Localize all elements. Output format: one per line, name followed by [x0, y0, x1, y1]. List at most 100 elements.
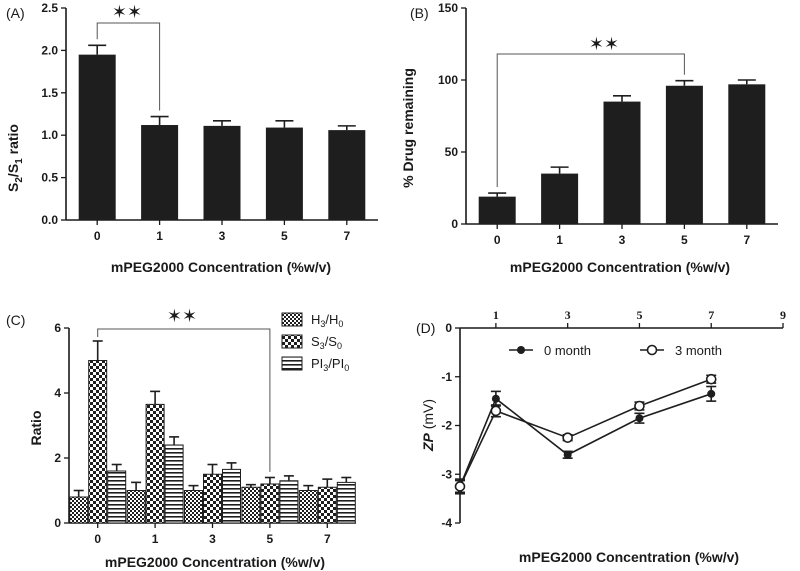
panel-a-plot: 0.0 0.5 1.0 1.5 2.0 2.5 0 1 3 5 7 [41, 1, 378, 243]
legend-label-h3-h0: H3/H0 [311, 312, 343, 329]
panel-c-significance-bracket [97, 328, 271, 472]
panel-d-y-tick-label: -4 [441, 516, 452, 530]
panel-d-3-month-point [454, 481, 466, 492]
panel-c-x-tick-label-7: 7 [324, 532, 331, 546]
panel-b-y-tick-label: 150 [438, 1, 458, 15]
panel-c-significance: ✶✶ [167, 306, 197, 326]
panel-c-legend: H3/H0 S3/S0 PI3/PI0 [281, 312, 349, 373]
panel-d-y-tick-label: -3 [441, 467, 452, 481]
panel-a-x-axis-title: mPEG2000 Concentration (%w/v) [111, 259, 331, 275]
panel-b-x-tick-label-5: 5 [681, 233, 688, 247]
panel-a-x-tick-label-0: 0 [94, 229, 101, 243]
panel-c-bar-s3-s0-5 [260, 483, 280, 524]
panel-c-bar-s3-s0-0 [88, 360, 108, 524]
panel-c-bar-h3-h0-3 [184, 490, 203, 524]
panel-b-y-tick-label: 0 [451, 217, 458, 231]
panel-c-x-tick-label-1: 1 [152, 532, 159, 546]
panel-c-bar-h3-h0-5 [241, 486, 261, 524]
panel-b-x-tick-label-1: 1 [556, 233, 563, 247]
panel-d-y-tick-label: 0 [445, 321, 452, 335]
panel-a-x-tick-label-7: 7 [343, 229, 350, 243]
panel-c: (C) 0 2 4 6 0 1 3 5 7 Ratio mPEG2000 Concentrati… [6, 306, 356, 570]
panel-b-bar-1 [541, 173, 579, 224]
panel-d-x-tick-label-5: 5 [636, 308, 642, 322]
panel-d-3-month-point [634, 400, 645, 412]
panel-a-y-tick-label: 1.0 [41, 128, 58, 142]
panel-c-bar-pi3-pi0-7 [336, 481, 356, 524]
panel-b-y-tick-label: 50 [445, 145, 459, 159]
panel-d-x-tick-label-1: 1 [493, 308, 499, 322]
panel-d-label: (D) [416, 320, 435, 336]
panel-c-bar-h3-h0-0 [69, 496, 89, 524]
panel-d-plot: 0 -1 -2 -3 -4 1 3 5 7 9 [441, 308, 786, 530]
panel-c-x-tick-label-3: 3 [209, 532, 216, 546]
panel-d: (D) 0 -1 -2 -3 -4 1 3 5 7 9 ZP (mV) mPEG2000 Conc… [416, 308, 786, 565]
panel-a-bar-3 [203, 125, 241, 220]
panel-d-0-month-point [635, 414, 644, 423]
panel-d-y-tick-label: -1 [441, 370, 452, 384]
panel-c-bar-s3-s0-3 [203, 473, 222, 524]
panel-a-bar-7 [328, 130, 366, 220]
panel-a: (A) 0.00.51.01.52.02.50 1 3 5 7 S2/S1 ratio … [5, 1, 378, 275]
panel-d-0-month-point [491, 394, 500, 403]
panel-c-x-tick-label-0: 0 [94, 532, 101, 546]
legend-label-0-month: 0 month [544, 343, 591, 358]
panel-c-y-tick-label: 4 [54, 386, 61, 400]
panel-d-y-axis-title: ZP (mV) [420, 399, 436, 452]
panel-b-y-axis-title: % Drug remaining [400, 68, 416, 188]
panel-b-bar-0 [478, 196, 516, 224]
panel-d-3-month-point [490, 405, 502, 417]
panel-b-label: (B) [410, 5, 429, 21]
panel-b-significance-bracket [496, 53, 685, 188]
panel-c-y-tick-label: 2 [54, 451, 61, 465]
panel-b-x-axis-title: mPEG2000 Concentration (%w/v) [510, 259, 730, 275]
panel-b: (B) 0 50 100 150 0 1 3 5 7 % Drug remaining mPEG… [400, 1, 778, 275]
legend-swatch-pi3-pi0 [281, 356, 303, 371]
panel-a-y-tick-label: 0.0 [41, 213, 58, 227]
panel-b-bar-3 [603, 101, 641, 224]
legend-swatch-s3-s0 [281, 334, 303, 349]
panel-d-x-tick-label-3: 3 [565, 308, 571, 322]
panel-a-x-tick-label-3: 3 [219, 229, 226, 243]
panel-c-x-tick-label-5: 5 [267, 532, 274, 546]
panel-a-significance: ✶✶ [112, 2, 142, 22]
panel-c-bar-s3-s0-1 [145, 403, 165, 524]
panel-d-x-axis-title: mPEG2000 Concentration (%w/v) [519, 549, 739, 565]
panel-d-x-tick-label-9: 9 [780, 308, 786, 322]
panel-c-y-tick-label: 6 [54, 321, 61, 335]
panel-a-x-tick-label-5: 5 [281, 229, 288, 243]
panel-a-y-tick-label: 2.5 [41, 1, 58, 15]
panel-c-bar-pi3-pi0-5 [279, 480, 299, 524]
legend-marker-3-month [646, 344, 658, 356]
panel-c-x-axis-title: mPEG2000 Concentration (%w/v) [105, 554, 325, 570]
panel-a-significance-bracket [96, 22, 161, 111]
panel-a-bar-1 [141, 125, 179, 220]
panel-c-bar-pi3-pi0-3 [222, 468, 241, 524]
panel-d-0-month-point [563, 450, 572, 459]
legend-swatch-h3-h0 [281, 312, 303, 327]
panel-b-plot: 0 50 100 150 0 1 3 5 7 [438, 1, 778, 247]
panel-b-bar-7 [728, 84, 766, 224]
panel-b-x-tick-label-0: 0 [494, 233, 501, 247]
panel-a-x-tick-label-1: 1 [156, 229, 163, 243]
panel-c-y-tick-label: 0 [54, 516, 61, 530]
panel-a-bar-5 [265, 127, 303, 220]
panel-c-label: (C) [6, 312, 25, 328]
panel-c-bar-h3-h0-1 [126, 490, 146, 524]
panel-a-label: (A) [6, 5, 25, 21]
panel-a-y-tick-label: 0.5 [41, 171, 58, 185]
panel-c-bar-pi3-pi0-0 [107, 470, 127, 524]
panel-c-bar-h3-h0-7 [298, 490, 318, 524]
panel-d-0-month-point [707, 389, 716, 398]
panel-b-significance: ✶✶ [589, 34, 619, 54]
panel-c-bar-s3-s0-7 [317, 486, 337, 524]
legend-label-3-month: 3 month [675, 343, 722, 358]
panel-b-bar-5 [665, 85, 703, 224]
legend-label-pi3-pi0: PI3/PI0 [311, 356, 349, 373]
panel-c-plot: 0 2 4 6 0 1 3 5 7 [54, 321, 356, 546]
panel-c-bar-pi3-pi0-1 [164, 444, 184, 524]
panel-b-x-tick-label-3: 3 [619, 233, 626, 247]
panel-d-3-month-point [562, 432, 573, 443]
panel-d-3-month-point [705, 373, 717, 385]
